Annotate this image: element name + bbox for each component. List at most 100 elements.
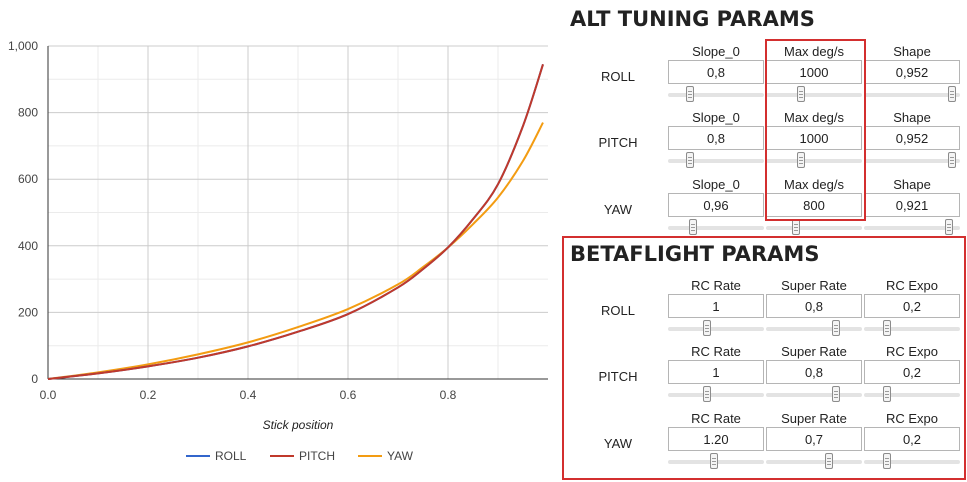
param-label: Shape [893, 177, 931, 192]
betaflight-row-roll: ROLL RC Rate Super Rate RC Expo [570, 276, 962, 342]
shape-slider[interactable] [864, 152, 960, 170]
slope-0-input[interactable] [668, 60, 764, 84]
param-label: Super Rate [781, 344, 847, 359]
super-rate-param: Super Rate [766, 409, 862, 471]
y-tick-label: 400 [18, 239, 38, 253]
param-label: Max deg/s [784, 177, 844, 192]
series-line-yaw [47, 122, 544, 380]
y-tick-label: 1,000 [8, 39, 38, 53]
betaflight-row-pitch: PITCH RC Rate Super Rate RC Expo [570, 342, 962, 408]
super-rate-slider[interactable] [766, 453, 862, 471]
rc-expo-slider[interactable] [864, 453, 960, 471]
rc-expo-param: RC Expo [864, 342, 960, 404]
param-label: Max deg/s [784, 110, 844, 125]
param-label: RC Rate [691, 411, 741, 426]
slider-thumb[interactable] [883, 453, 892, 469]
slider-track [864, 393, 960, 397]
slider-thumb[interactable] [703, 320, 712, 336]
slider-thumb[interactable] [947, 86, 956, 102]
slider-track [668, 226, 764, 230]
param-label: RC Expo [885, 411, 939, 426]
shape-input[interactable] [864, 193, 960, 217]
slider-track [864, 327, 960, 331]
betaflight-row-yaw: YAW RC Rate Super Rate RC Expo [570, 409, 962, 475]
param-label: RC Rate [691, 278, 741, 293]
super-rate-slider[interactable] [766, 386, 862, 404]
max-deg-s-input[interactable] [766, 193, 862, 217]
rc-rate-slider[interactable] [668, 320, 764, 338]
max-deg-s-input[interactable] [766, 126, 862, 150]
slider-thumb[interactable] [689, 219, 698, 235]
rc-rate-slider[interactable] [668, 386, 764, 404]
rc-expo-input[interactable] [864, 360, 960, 384]
slider-thumb[interactable] [947, 152, 956, 168]
shape-input[interactable] [864, 60, 960, 84]
rc-expo-input[interactable] [864, 427, 960, 451]
slider-thumb[interactable] [710, 453, 719, 469]
chart-svg: 0.0 0.2 0.4 0.6 0.8 0 200 400 600 800 1,000 Stick p… [8, 39, 548, 463]
alt-row-pitch: PITCH Slope_0 Max deg/s Shape [570, 108, 962, 174]
slope-0-slider[interactable] [668, 86, 764, 104]
rc-expo-input[interactable] [864, 294, 960, 318]
max-deg-s-slider[interactable] [766, 219, 862, 237]
slider-thumb[interactable] [883, 320, 892, 336]
slope-0-input[interactable] [668, 193, 764, 217]
slope-0-param: Slope_0 [668, 108, 764, 170]
x-tick-label: 0.6 [340, 388, 357, 402]
rc-expo-slider[interactable] [864, 320, 960, 338]
axis-label: ROLL [601, 303, 635, 318]
y-tick-label: 200 [18, 305, 38, 319]
slider-track [668, 159, 764, 163]
param-label: Shape [893, 44, 931, 59]
rc-rate-param: RC Rate [668, 409, 764, 471]
super-rate-input[interactable] [766, 360, 862, 384]
slider-thumb[interactable] [832, 386, 840, 402]
slope-0-slider[interactable] [668, 152, 764, 170]
rc-rate-input[interactable] [668, 360, 764, 384]
rc-rate-slider[interactable] [668, 453, 764, 471]
slider-track [864, 159, 960, 163]
legend-label-pitch: PITCH [299, 449, 335, 463]
max-deg-s-slider[interactable] [766, 86, 862, 104]
slider-thumb[interactable] [791, 219, 800, 235]
super-rate-input[interactable] [766, 294, 862, 318]
param-label: RC Expo [885, 278, 939, 293]
param-label: Max deg/s [784, 44, 844, 59]
axis-label: PITCH [598, 369, 638, 384]
super-rate-slider[interactable] [766, 320, 862, 338]
slope-0-slider[interactable] [668, 219, 764, 237]
rc-rate-input[interactable] [668, 427, 764, 451]
slider-track [766, 159, 862, 163]
shape-input[interactable] [864, 126, 960, 150]
slider-thumb[interactable] [703, 386, 712, 402]
x-tick-label: 0.2 [140, 388, 157, 402]
rc-expo-slider[interactable] [864, 386, 960, 404]
max-deg-s-slider[interactable] [766, 152, 862, 170]
param-label: Slope_0 [692, 110, 740, 125]
max-deg-s-param: Max deg/s [766, 42, 862, 104]
slider-thumb[interactable] [824, 453, 833, 469]
max-deg-s-input[interactable] [766, 60, 862, 84]
slider-thumb[interactable] [685, 152, 694, 168]
super-rate-input[interactable] [766, 427, 862, 451]
slider-thumb[interactable] [796, 86, 805, 102]
slope-0-input[interactable] [668, 126, 764, 150]
slider-thumb[interactable] [944, 219, 953, 235]
y-tick-label: 800 [18, 106, 38, 120]
slider-thumb[interactable] [796, 152, 805, 168]
super-rate-param: Super Rate [766, 342, 862, 404]
shape-slider[interactable] [864, 219, 960, 237]
rc-rate-input[interactable] [668, 294, 764, 318]
y-tick-label: 0 [31, 372, 38, 386]
slider-track [766, 327, 862, 331]
param-label: Shape [893, 110, 931, 125]
slider-thumb[interactable] [685, 86, 694, 102]
slider-thumb[interactable] [883, 386, 892, 402]
alt-row-roll: ROLL Slope_0 Max deg/s Shape [570, 42, 962, 108]
rate-curve-chart: 0.0 0.2 0.4 0.6 0.8 0 200 400 600 800 1,000 Stick p… [8, 39, 548, 463]
param-label: Super Rate [781, 278, 847, 293]
shape-slider[interactable] [864, 86, 960, 104]
max-deg-s-param: Max deg/s [766, 175, 862, 237]
slider-thumb[interactable] [832, 320, 840, 336]
x-tick-label: 0.8 [440, 388, 457, 402]
